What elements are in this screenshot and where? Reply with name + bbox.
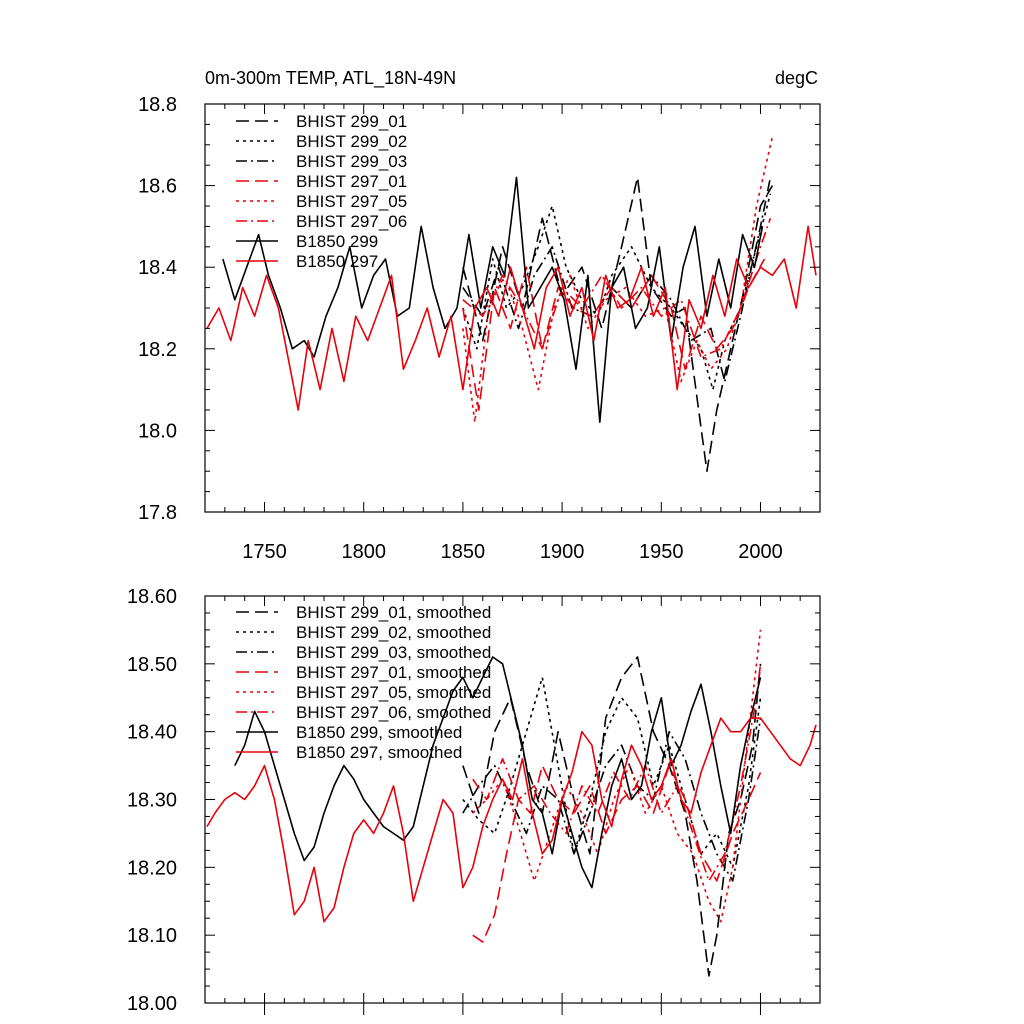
y-tick-label: 18.4 <box>138 257 177 279</box>
legend-label: B1850 297, smoothed <box>296 743 462 762</box>
y-tick-label: 18.50 <box>127 654 177 676</box>
y-tick-label: 18.30 <box>127 790 177 812</box>
x-tick-label: 1750 <box>242 541 287 563</box>
x-tick-label: 1950 <box>639 541 684 563</box>
legend-label: BHIST 297_06 <box>296 212 407 231</box>
top-panel: 0m-300m TEMP, ATL_18N-49N degC 1750 1800 1… <box>138 68 821 563</box>
y-tick-label: 18.60 <box>127 586 177 608</box>
legend-label: BHIST 299_03 <box>296 152 407 171</box>
legend-label: BHIST 299_02 <box>296 132 407 151</box>
series-line-2 <box>462 177 772 383</box>
series-line-1 <box>462 193 772 391</box>
y-tick-label: 18.6 <box>138 176 177 198</box>
series-line-5 <box>462 217 772 358</box>
bottom-panel: 18.00 18.10 18.20 18.30 18.40 18.50 18.60 BHIS… <box>127 586 821 1015</box>
series-line-2 <box>462 717 762 882</box>
legend-label: BHIST 297_01, smoothed <box>296 663 491 682</box>
y-tick-label: 18.2 <box>138 339 177 361</box>
y-tick-label: 17.8 <box>138 502 177 524</box>
series-line-4 <box>472 629 762 923</box>
x-tick-label: 1800 <box>341 541 386 563</box>
legend-label: BHIST 297_05 <box>296 192 407 211</box>
top-panel-title: 0m-300m TEMP, ATL_18N-49N <box>205 68 456 89</box>
top-panel-axes: 1750 1800 1850 1900 1950 2000 17.8 18.0 18.2 18.4… <box>138 94 821 563</box>
y-tick-label: 18.00 <box>127 993 177 1015</box>
series-line-5 <box>472 663 762 882</box>
legend-label: BHIST 299_03, smoothed <box>296 643 491 662</box>
series-line-1 <box>462 676 762 869</box>
legend-label: BHIST 297_06, smoothed <box>296 703 491 722</box>
top-panel-units: degC <box>775 68 818 88</box>
series-line-7 <box>206 225 817 411</box>
legend-label: B1850 299 <box>296 232 378 251</box>
series-line-4 <box>462 136 774 424</box>
x-tick-label: 1850 <box>441 541 486 563</box>
bottom-panel-axes: 18.00 18.10 18.20 18.30 18.40 18.50 18.60 <box>127 586 821 1015</box>
series-line-0 <box>462 176 774 473</box>
y-tick-label: 18.0 <box>138 420 177 442</box>
legend-label: BHIST 299_02, smoothed <box>296 623 491 642</box>
bottom-panel-series <box>206 629 817 977</box>
legend-label: BHIST 297_05, smoothed <box>296 683 491 702</box>
y-tick-label: 18.10 <box>127 925 177 947</box>
x-tick-label: 2000 <box>738 541 783 563</box>
legend-label: BHIST 297_01 <box>296 172 407 191</box>
legend-label: BHIST 299_01 <box>296 112 407 131</box>
series-line-7 <box>206 717 817 923</box>
legend-label: B1850 297 <box>296 252 378 271</box>
y-tick-label: 18.8 <box>138 94 177 116</box>
y-tick-label: 18.20 <box>127 857 177 879</box>
legend-label: BHIST 299_01, smoothed <box>296 603 491 622</box>
y-tick-label: 18.40 <box>127 722 177 744</box>
series-line-0 <box>462 656 762 977</box>
x-tick-label: 1900 <box>540 541 585 563</box>
legend-label: B1850 299, smoothed <box>296 723 462 742</box>
top-panel-series <box>206 136 817 473</box>
series-line-3 <box>472 764 762 943</box>
